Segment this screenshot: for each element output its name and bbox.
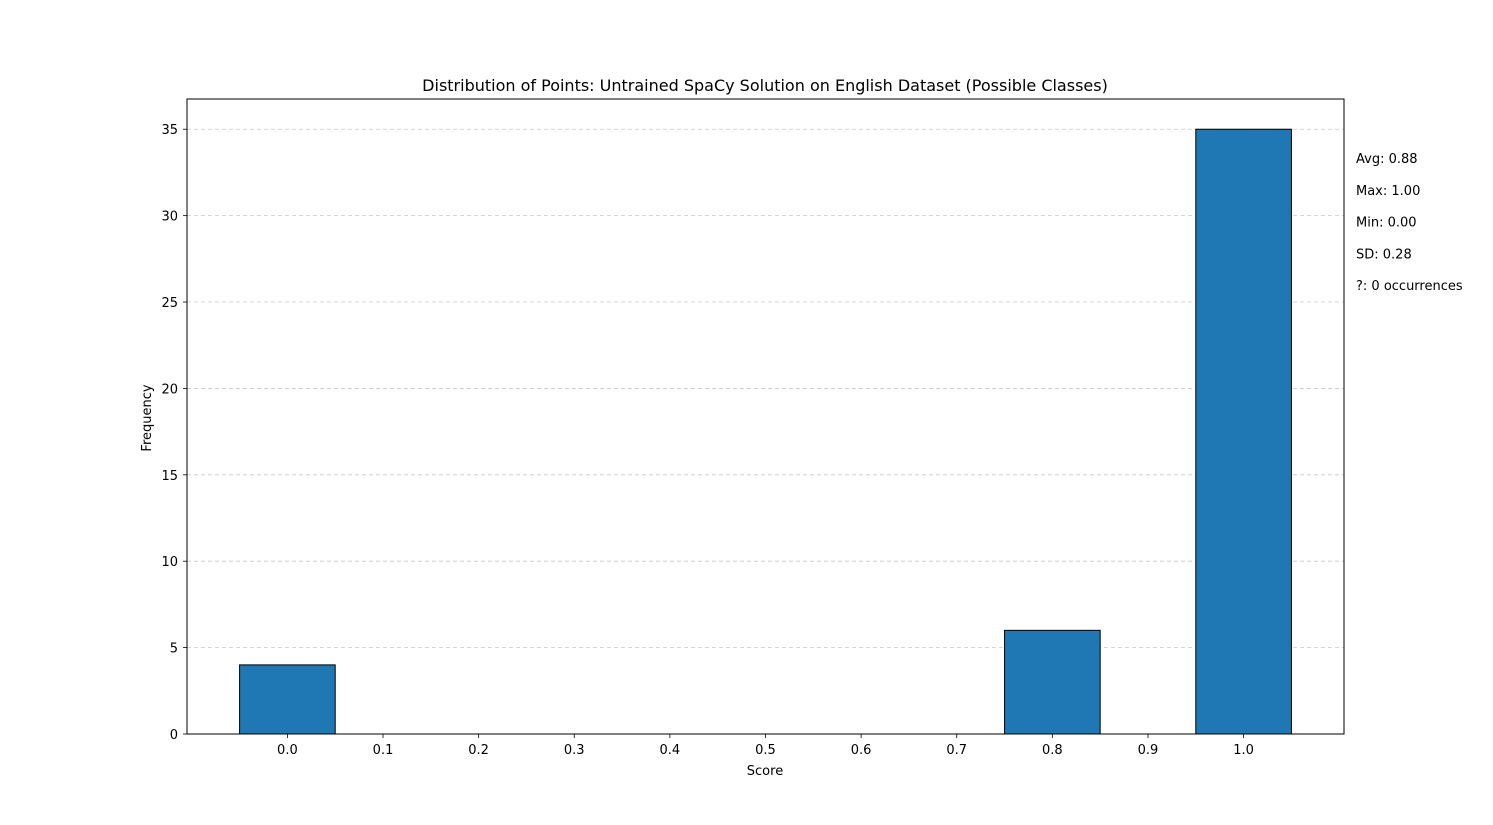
histogram-bar [1004, 629, 1101, 735]
y-tick-label: 5 [170, 642, 178, 657]
y-tick-label: 20 [161, 382, 178, 397]
x-tick-label: 0.6 [851, 743, 872, 758]
x-tick-label: 0.7 [946, 743, 967, 758]
y-axis-ticks: 0 5 10 15 20 25 30 35 [161, 123, 187, 743]
x-axis-ticks: 0.0 0.1 0.2 0.3 0.4 0.5 0.6 0.7 0.8 0.9 1.0 [277, 734, 1254, 758]
y-axis-label: Frequency [140, 384, 155, 451]
x-tick-label: 0.4 [660, 743, 681, 758]
x-tick-label: 0.3 [564, 743, 585, 758]
y-gridlines [187, 128, 1344, 649]
x-tick-label: 0.2 [468, 743, 489, 758]
histogram-bar [1195, 128, 1292, 735]
stat-annotation: Max: 1.00 [1356, 184, 1420, 199]
x-tick-label: 0.5 [755, 743, 776, 758]
chart-title: Distribution of Points: Untrained SpaCy … [422, 76, 1108, 95]
x-tick-label: 0.9 [1138, 743, 1159, 758]
bars [239, 128, 1292, 735]
histogram-bar [239, 664, 336, 735]
x-tick-label: 0.8 [1042, 743, 1063, 758]
stat-annotation: Avg: 0.88 [1356, 152, 1418, 167]
x-tick-label: 1.0 [1233, 743, 1254, 758]
stats-annotations: Avg: 0.88 Max: 1.00 Min: 0.00 SD: 0.28 ?: 0 … [1356, 152, 1463, 294]
y-tick-label: 35 [161, 123, 178, 138]
y-tick-label: 10 [161, 555, 178, 570]
x-tick-label: 0.0 [277, 743, 298, 758]
stat-annotation: ?: 0 occurrences [1356, 279, 1463, 294]
y-tick-label: 30 [161, 210, 178, 225]
x-tick-label: 0.1 [373, 743, 394, 758]
stat-annotation: SD: 0.28 [1356, 247, 1412, 262]
x-axis-label: Score [747, 764, 783, 779]
y-tick-label: 15 [161, 469, 178, 484]
y-tick-label: 25 [161, 296, 178, 311]
stat-annotation: Min: 0.00 [1356, 216, 1417, 231]
y-tick-label: 0 [170, 728, 178, 743]
